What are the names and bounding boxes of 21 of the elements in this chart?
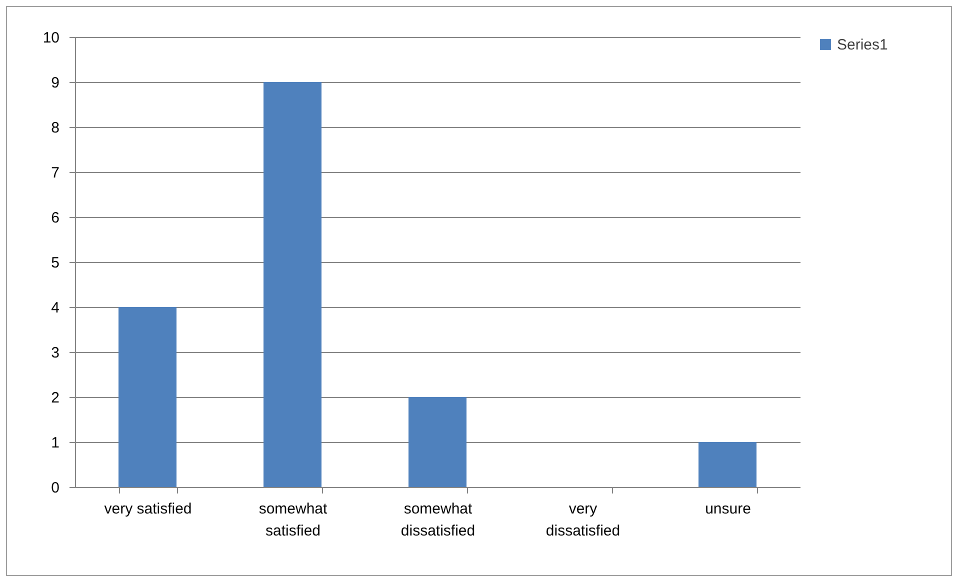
legend-label: Series1	[837, 36, 888, 54]
y-tick-label: 3	[51, 344, 60, 362]
y-tick-label: 7	[51, 164, 60, 182]
y-tick-label: 1	[51, 434, 60, 452]
bar	[264, 82, 322, 487]
y-tick-label: 8	[51, 120, 60, 136]
bar	[408, 397, 466, 487]
y-tick-label: 4	[51, 300, 60, 316]
y-tick-label: 6	[51, 210, 60, 226]
y-tick-label: 9	[51, 74, 60, 92]
y-tick-label: 5	[51, 254, 60, 272]
x-tick-label: very satisfied	[104, 500, 192, 518]
x-tick-label: somewhat dissatisfied	[400, 500, 476, 540]
y-tick-label: 2	[51, 390, 60, 406]
y-tick-label: 10	[42, 30, 60, 46]
bar	[698, 442, 756, 487]
x-tick-label: somewhat satisfied	[258, 500, 328, 540]
y-tick-label: 0	[51, 480, 60, 496]
x-tick-label: very dissatisfied	[546, 500, 620, 540]
bar	[118, 307, 176, 487]
x-tick-label: unsure	[705, 500, 751, 518]
